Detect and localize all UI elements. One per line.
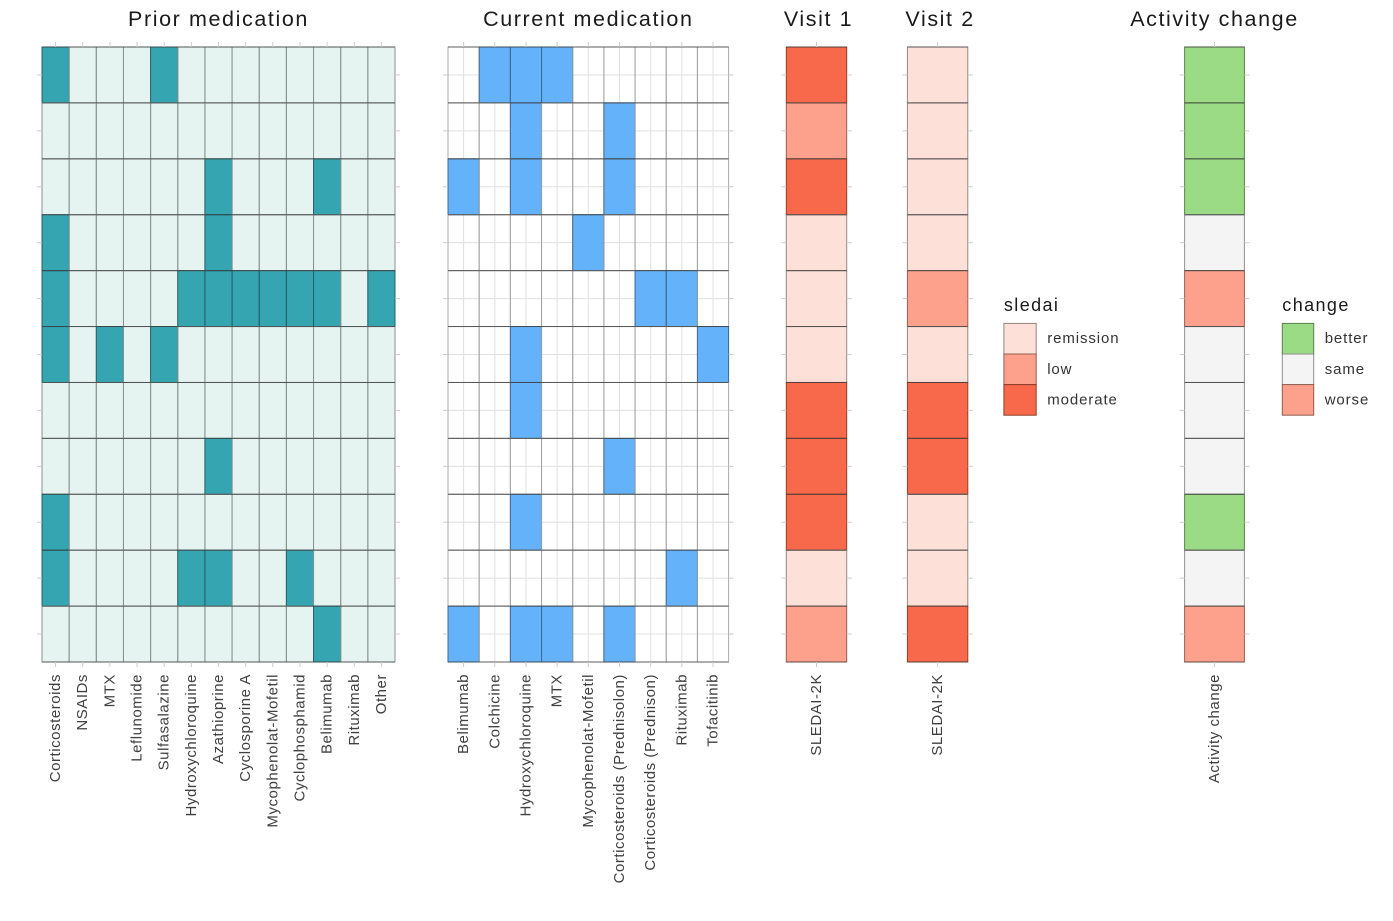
svg-text:sledai: sledai (1004, 295, 1059, 315)
svg-text:Hydroxychloroquine: Hydroxychloroquine (517, 674, 534, 816)
svg-text:Cyclosporine A: Cyclosporine A (237, 674, 254, 782)
svg-text:better: better (1325, 330, 1369, 347)
svg-text:Corticosteroids: Corticosteroids (47, 674, 64, 782)
svg-text:Leflunomide: Leflunomide (129, 674, 146, 762)
svg-text:MTX: MTX (549, 674, 566, 707)
svg-text:SLEDAI-2K: SLEDAI-2K (808, 674, 825, 756)
svg-text:Sulfasalazine: Sulfasalazine (156, 674, 173, 770)
svg-text:Prior medication: Prior medication (128, 7, 309, 31)
svg-text:NSAIDs: NSAIDs (74, 674, 91, 731)
svg-text:Tofacitinib: Tofacitinib (705, 674, 722, 747)
svg-text:Mycophenolat-Mofetil: Mycophenolat-Mofetil (264, 674, 281, 828)
svg-text:Belimumab: Belimumab (455, 674, 472, 754)
svg-text:Hydroxychloroquine: Hydroxychloroquine (183, 674, 200, 816)
svg-text:Rituximab: Rituximab (673, 674, 690, 746)
svg-text:change: change (1282, 295, 1349, 315)
svg-text:moderate: moderate (1047, 391, 1118, 408)
svg-text:Azathioprine: Azathioprine (210, 674, 227, 764)
svg-text:Mycophenolat-Mofetil: Mycophenolat-Mofetil (580, 674, 597, 828)
svg-text:Corticosteroids (Prednison): Corticosteroids (Prednison) (642, 674, 659, 871)
svg-text:Visit 2: Visit 2 (905, 7, 974, 31)
svg-text:Current medication: Current medication (483, 7, 693, 31)
svg-text:remission: remission (1047, 330, 1119, 347)
svg-text:Belimumab: Belimumab (319, 674, 336, 754)
svg-text:Visit 1: Visit 1 (784, 7, 853, 31)
svg-text:Colchicine: Colchicine (486, 674, 503, 749)
svg-text:SLEDAI-2K: SLEDAI-2K (929, 674, 946, 756)
svg-text:Corticosteroids (Prednisolon): Corticosteroids (Prednisolon) (611, 674, 628, 883)
svg-text:Activity change: Activity change (1206, 674, 1223, 783)
svg-text:Activity change: Activity change (1130, 7, 1299, 31)
svg-text:Cyclophosphamid: Cyclophosphamid (291, 674, 308, 801)
svg-text:Other: Other (373, 674, 390, 714)
svg-text:MTX: MTX (101, 674, 118, 707)
svg-text:Rituximab: Rituximab (346, 674, 363, 746)
svg-text:worse: worse (1324, 391, 1370, 408)
svg-text:low: low (1047, 361, 1072, 378)
svg-text:same: same (1325, 361, 1365, 378)
